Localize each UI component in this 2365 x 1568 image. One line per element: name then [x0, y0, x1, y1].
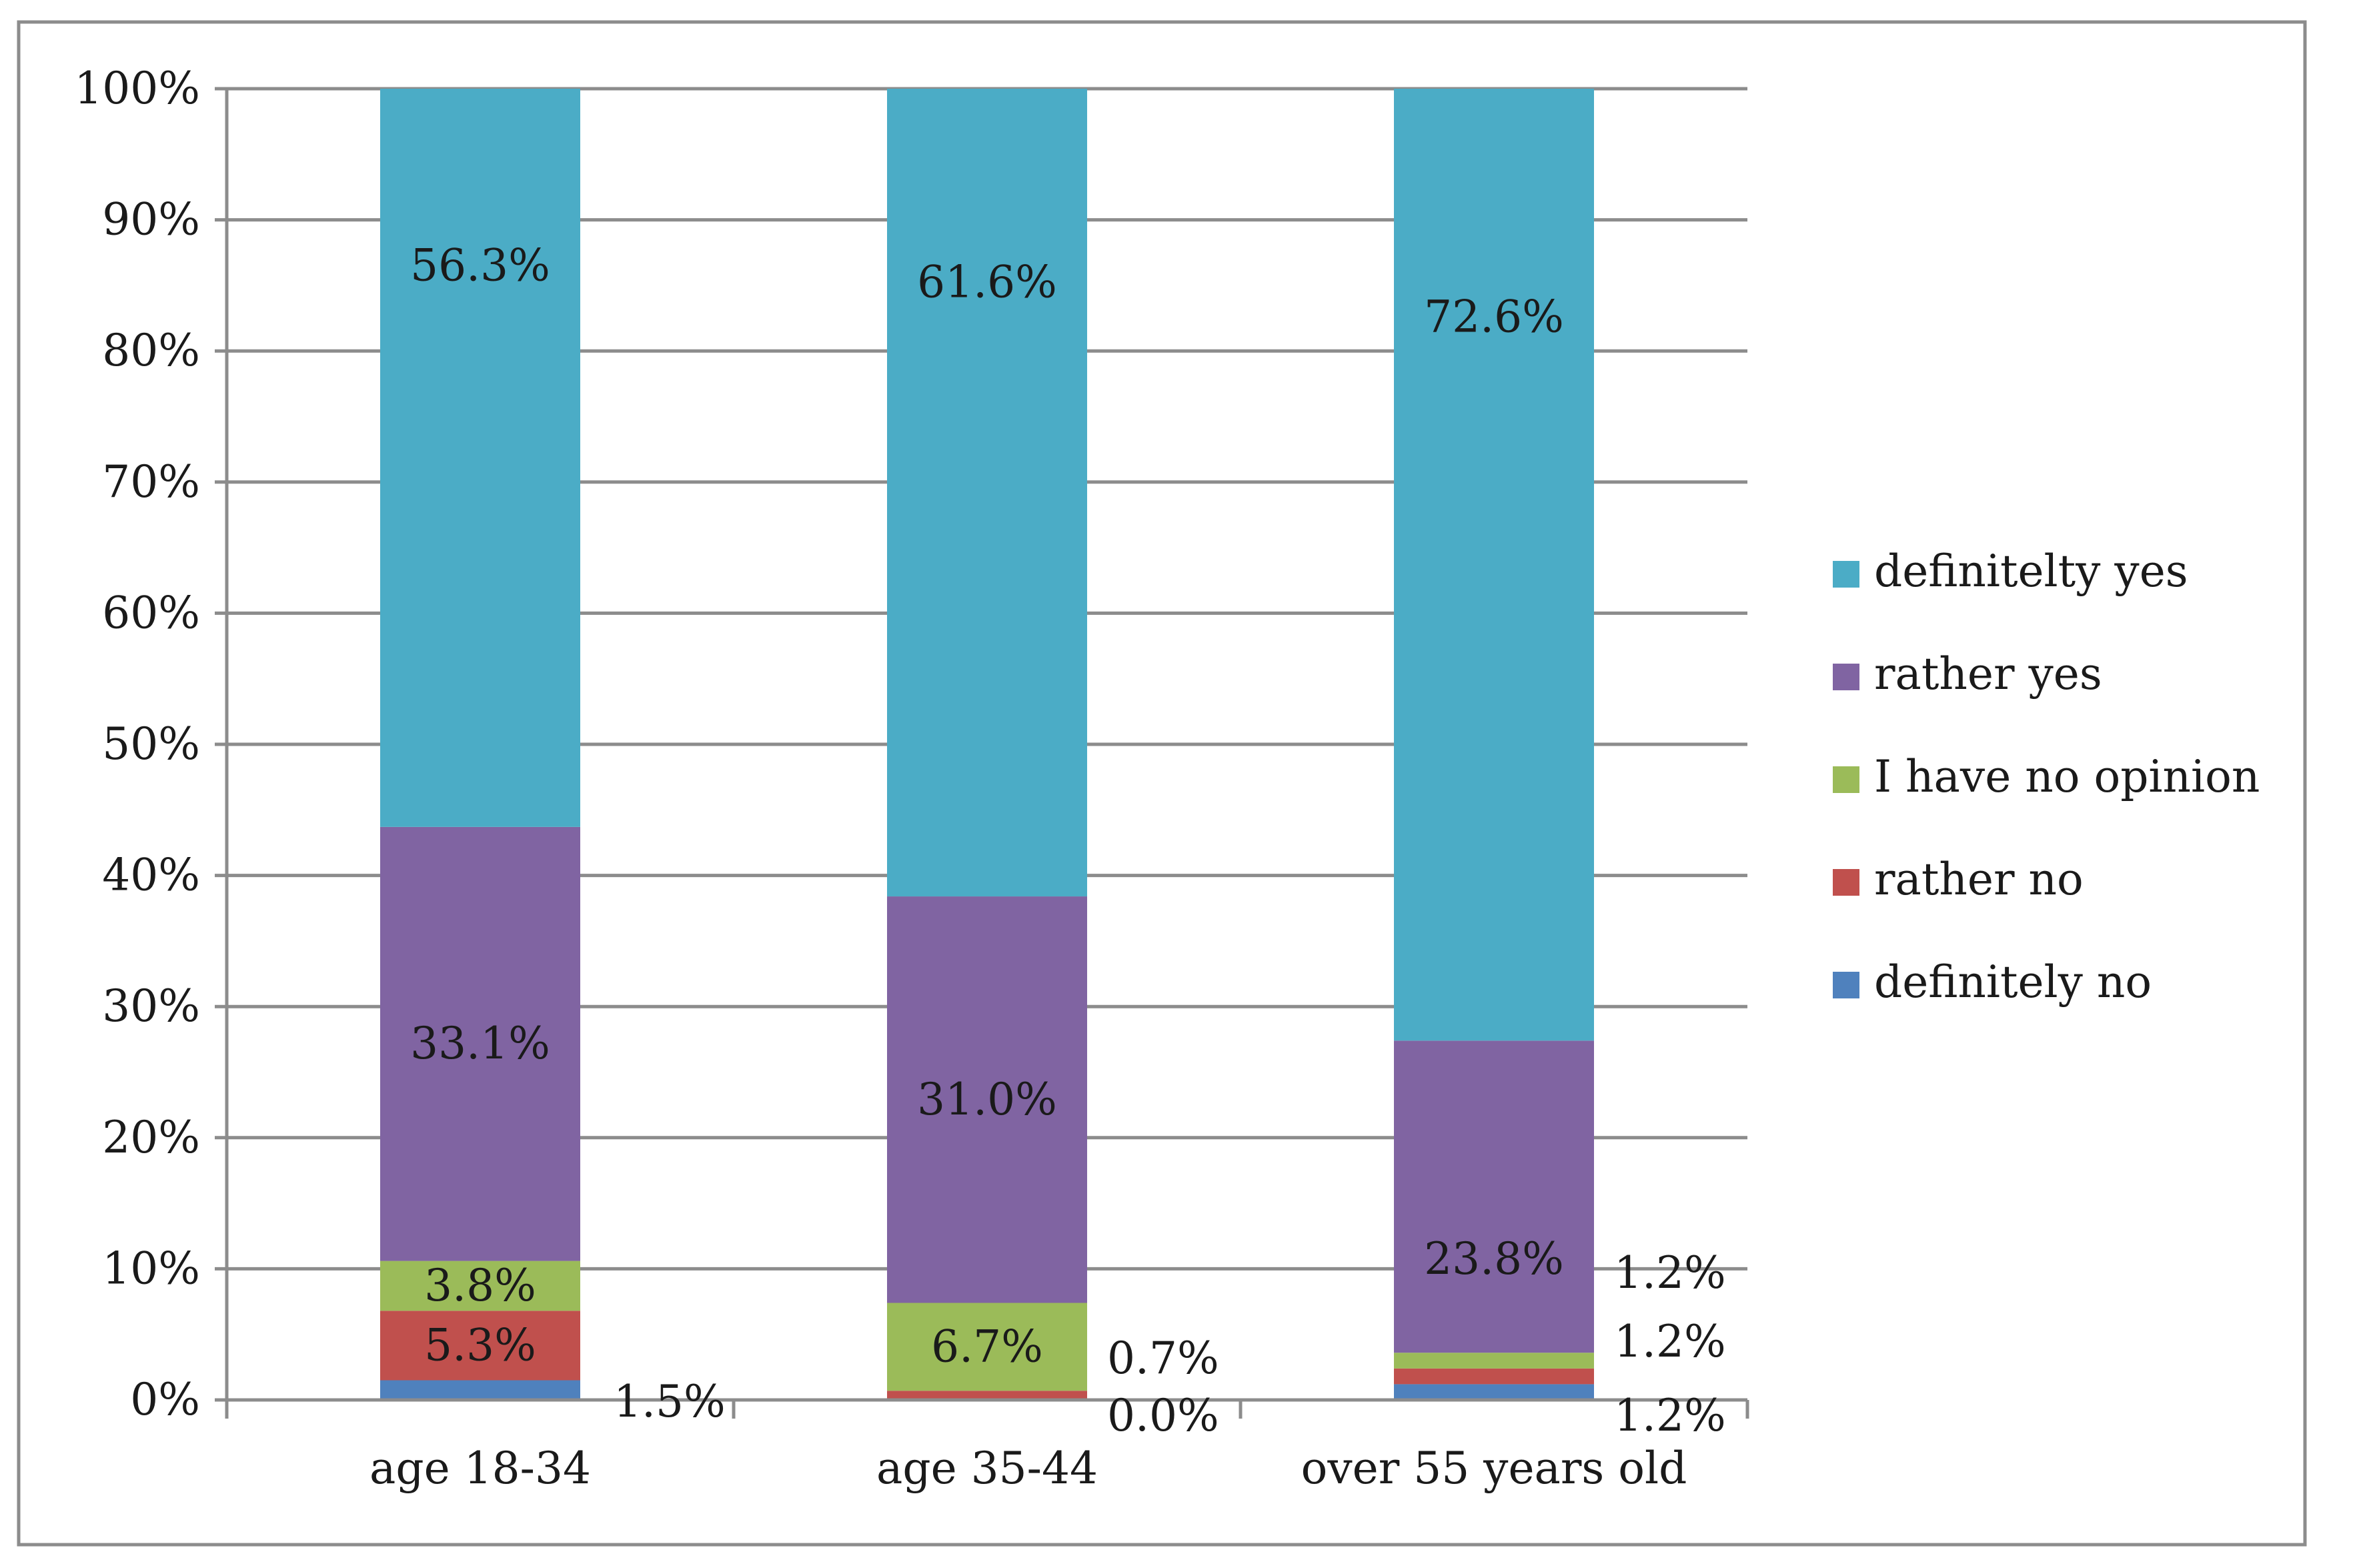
axes: 0% 10% 20% 30% 40% 50% 60% 70% 80% 90% 100% age 18-…	[74, 63, 1749, 1494]
legend-swatch	[1833, 972, 1859, 998]
legend-label: rather no	[1874, 854, 2084, 905]
data-label: 6.7%	[931, 1321, 1043, 1372]
x-category-label: over 55 years old	[1301, 1443, 1687, 1494]
legend-swatch	[1833, 869, 1859, 896]
data-label: 1.2%	[1614, 1390, 1726, 1441]
data-label: 31.0%	[917, 1074, 1057, 1125]
bar-segment	[887, 1391, 1087, 1400]
data-label: 72.6%	[1424, 291, 1564, 343]
data-label: 1.5%	[614, 1376, 726, 1427]
data-labels: 1.5% 5.3% 3.8% 33.1% 56.3% 0.0% 0.7% 6.7% 31.0% 6…	[410, 240, 1726, 1441]
y-tick-label: 10%	[102, 1243, 200, 1294]
bar-segment	[1394, 89, 1594, 1041]
y-tick-label: 60%	[102, 587, 200, 638]
legend-swatch	[1833, 561, 1859, 588]
data-label: 0.0%	[1107, 1390, 1219, 1441]
bar-segment	[887, 1303, 1087, 1391]
y-tick-label: 50%	[102, 718, 200, 770]
data-label: 0.7%	[1107, 1333, 1219, 1384]
data-label: 61.6%	[917, 257, 1057, 308]
legend-label: definitelty yes	[1874, 546, 2188, 597]
y-tick-label: 0%	[130, 1374, 200, 1425]
bar-segment	[380, 1311, 580, 1381]
data-label: 56.3%	[410, 240, 550, 291]
y-tick-label: 40%	[102, 850, 200, 901]
bar-segment	[380, 89, 580, 827]
y-tick-label: 80%	[102, 325, 200, 376]
x-category-label: age 35-44	[876, 1443, 1098, 1494]
y-tick-label: 20%	[102, 1112, 200, 1163]
bar-segment	[380, 1380, 580, 1400]
legend-swatch	[1833, 664, 1859, 690]
data-label: 1.2%	[1614, 1316, 1726, 1367]
data-label: 1.2%	[1614, 1247, 1726, 1299]
y-tick-label: 90%	[102, 194, 200, 245]
legend: definitelty yes rather yes I have no opini…	[1833, 546, 2260, 1008]
data-label: 5.3%	[424, 1319, 536, 1371]
bar-segment	[1394, 1040, 1594, 1353]
bar-segment	[1394, 1368, 1594, 1385]
legend-swatch	[1833, 766, 1859, 793]
bar-segment	[887, 896, 1087, 1303]
bar-segment	[887, 89, 1087, 897]
legend-label: I have no opinion	[1874, 751, 2260, 802]
bars	[380, 89, 1594, 1400]
bar-segment	[1394, 1353, 1594, 1369]
legend-label: definitely no	[1874, 956, 2152, 1008]
y-tick-label: 30%	[102, 980, 200, 1032]
bar-segment	[380, 1261, 580, 1311]
data-label: 23.8%	[1424, 1233, 1564, 1285]
legend-label: rather yes	[1874, 648, 2102, 700]
x-category-label: age 18-34	[369, 1443, 591, 1494]
data-label: 3.8%	[424, 1260, 536, 1311]
y-tick-label: 100%	[74, 63, 200, 114]
bar-segment	[1394, 1384, 1594, 1400]
data-label: 33.1%	[410, 1018, 550, 1069]
bar-segment	[380, 826, 580, 1261]
y-tick-label: 70%	[102, 456, 200, 508]
